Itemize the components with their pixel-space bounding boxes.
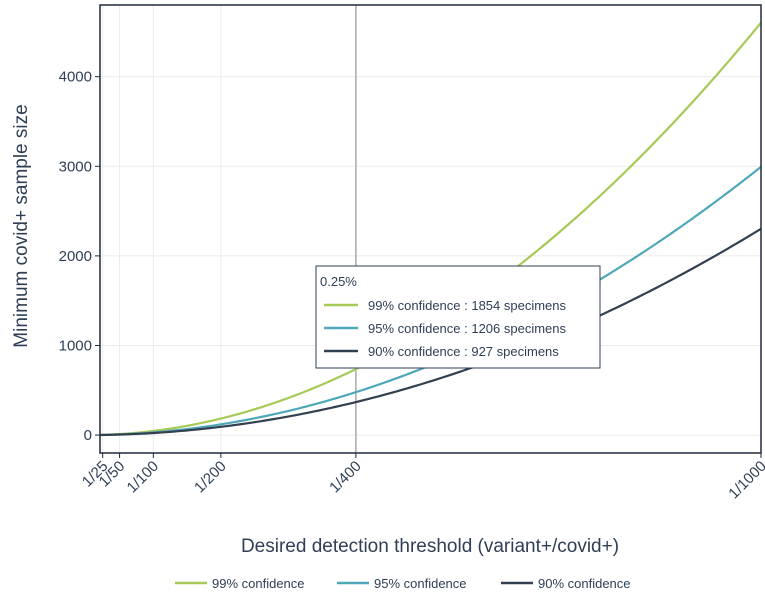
legend: 99% confidence 95% confidence 90% confiden… — [175, 576, 631, 591]
plot-area-frame — [99, 4, 762, 454]
x-tick-label: 1/400 — [326, 458, 365, 497]
y-tick-label: 3000 — [59, 158, 92, 175]
x-tick-label: 1/100 — [124, 458, 163, 497]
hover-tooltip-item: 95% confidence : 1206 specimens — [368, 321, 567, 336]
series-line — [99, 227, 762, 437]
legend-label: 90% confidence — [538, 576, 631, 591]
hover-tooltip-item: 90% confidence : 927 specimens — [368, 344, 559, 359]
legend-label: 99% confidence — [212, 576, 305, 591]
hover-tooltip-item: 99% confidence : 1854 specimens — [368, 298, 567, 313]
hover-tooltip-box — [315, 265, 601, 369]
x-axis-title: Desired detection threshold (variant+/co… — [241, 536, 619, 557]
hover-tooltip: 0.25% 99% confidence : 1854 specimens 95… — [315, 265, 601, 369]
x-tick-label: 1/200 — [191, 458, 230, 497]
y-tick-label: 4000 — [59, 69, 92, 86]
y-tick-label: 2000 — [59, 248, 92, 265]
hover-tooltip-title: 0.25% — [320, 274, 357, 289]
y-tick-label: 0 — [84, 427, 92, 444]
series-line — [99, 21, 762, 436]
y-tick-label: 1000 — [59, 337, 92, 354]
legend-label: 95% confidence — [374, 576, 467, 591]
y-axis-title: Minimum covid+ sample size — [11, 104, 32, 347]
x-tick-label: 1/1000 — [725, 458, 765, 502]
